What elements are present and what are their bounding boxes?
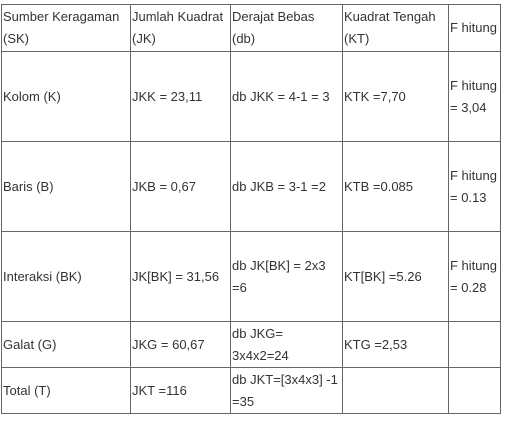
table-cell: JK[BK] = 31,56 <box>130 231 231 322</box>
table-cell: Baris (B) <box>1 141 131 232</box>
table-cell: Total (T) <box>1 367 131 414</box>
table-cell: F hitung = 3,04 <box>448 51 501 142</box>
table-cell: F hitung <box>448 4 501 52</box>
table-cell: Jumlah Kuadrat (JK) <box>130 4 231 52</box>
table-cell: KTK =7,70 <box>342 51 449 142</box>
table-cell: F hitung = 0.13 <box>448 141 501 232</box>
table-cell <box>448 367 501 414</box>
table-cell <box>342 367 449 414</box>
table-cell: F hitung = 0.28 <box>448 231 501 322</box>
table-cell: Derajat Bebas (db) <box>230 4 343 52</box>
table-cell: db JKB = 3-1 =2 <box>230 141 343 232</box>
table-cell: db JKG= 3x4x2=24 <box>230 321 343 368</box>
header-row: Sumber Keragaman (SK) Jumlah Kuadrat (JK)… <box>1 4 501 52</box>
table-cell: JKT =116 <box>130 367 231 414</box>
table-cell: Kuadrat Tengah (KT) <box>342 4 449 52</box>
table-cell <box>448 321 501 368</box>
table-cell: db JK[BK] = 2x3 =6 <box>230 231 343 322</box>
table-cell: JKK = 23,11 <box>130 51 231 142</box>
anova-table: Sumber Keragaman (SK) Jumlah Kuadrat (JK)… <box>1 4 501 414</box>
table-cell: db JKT=[3x4x3] -1 =35 <box>230 367 343 414</box>
table-cell: db JKK = 4-1 = 3 <box>230 51 343 142</box>
table-cell: KT[BK] =5.26 <box>342 231 449 322</box>
table-cell: JKB = 0,67 <box>130 141 231 232</box>
table-cell: Interaksi (BK) <box>1 231 131 322</box>
table-row: Kolom (K) JKK = 23,11 db JKK = 4-1 = 3 KTK … <box>1 51 501 142</box>
table-row: Galat (G) JKG = 60,67 db JKG= 3x4x2=24 KTG … <box>1 321 501 368</box>
table-cell: Sumber Keragaman (SK) <box>1 4 131 52</box>
table-row: Interaksi (BK) JK[BK] = 31,56 db JK[BK] = … <box>1 231 501 322</box>
table-cell: JKG = 60,67 <box>130 321 231 368</box>
table-cell: Kolom (K) <box>1 51 131 142</box>
table-row: Baris (B) JKB = 0,67 db JKB = 3-1 =2 KTB =0… <box>1 141 501 232</box>
table-cell: Galat (G) <box>1 321 131 368</box>
table-cell: KTG =2,53 <box>342 321 449 368</box>
table-row: Total (T) JKT =116 db JKT=[3x4x3] -1 =35 <box>1 367 501 414</box>
table-cell: KTB =0.085 <box>342 141 449 232</box>
